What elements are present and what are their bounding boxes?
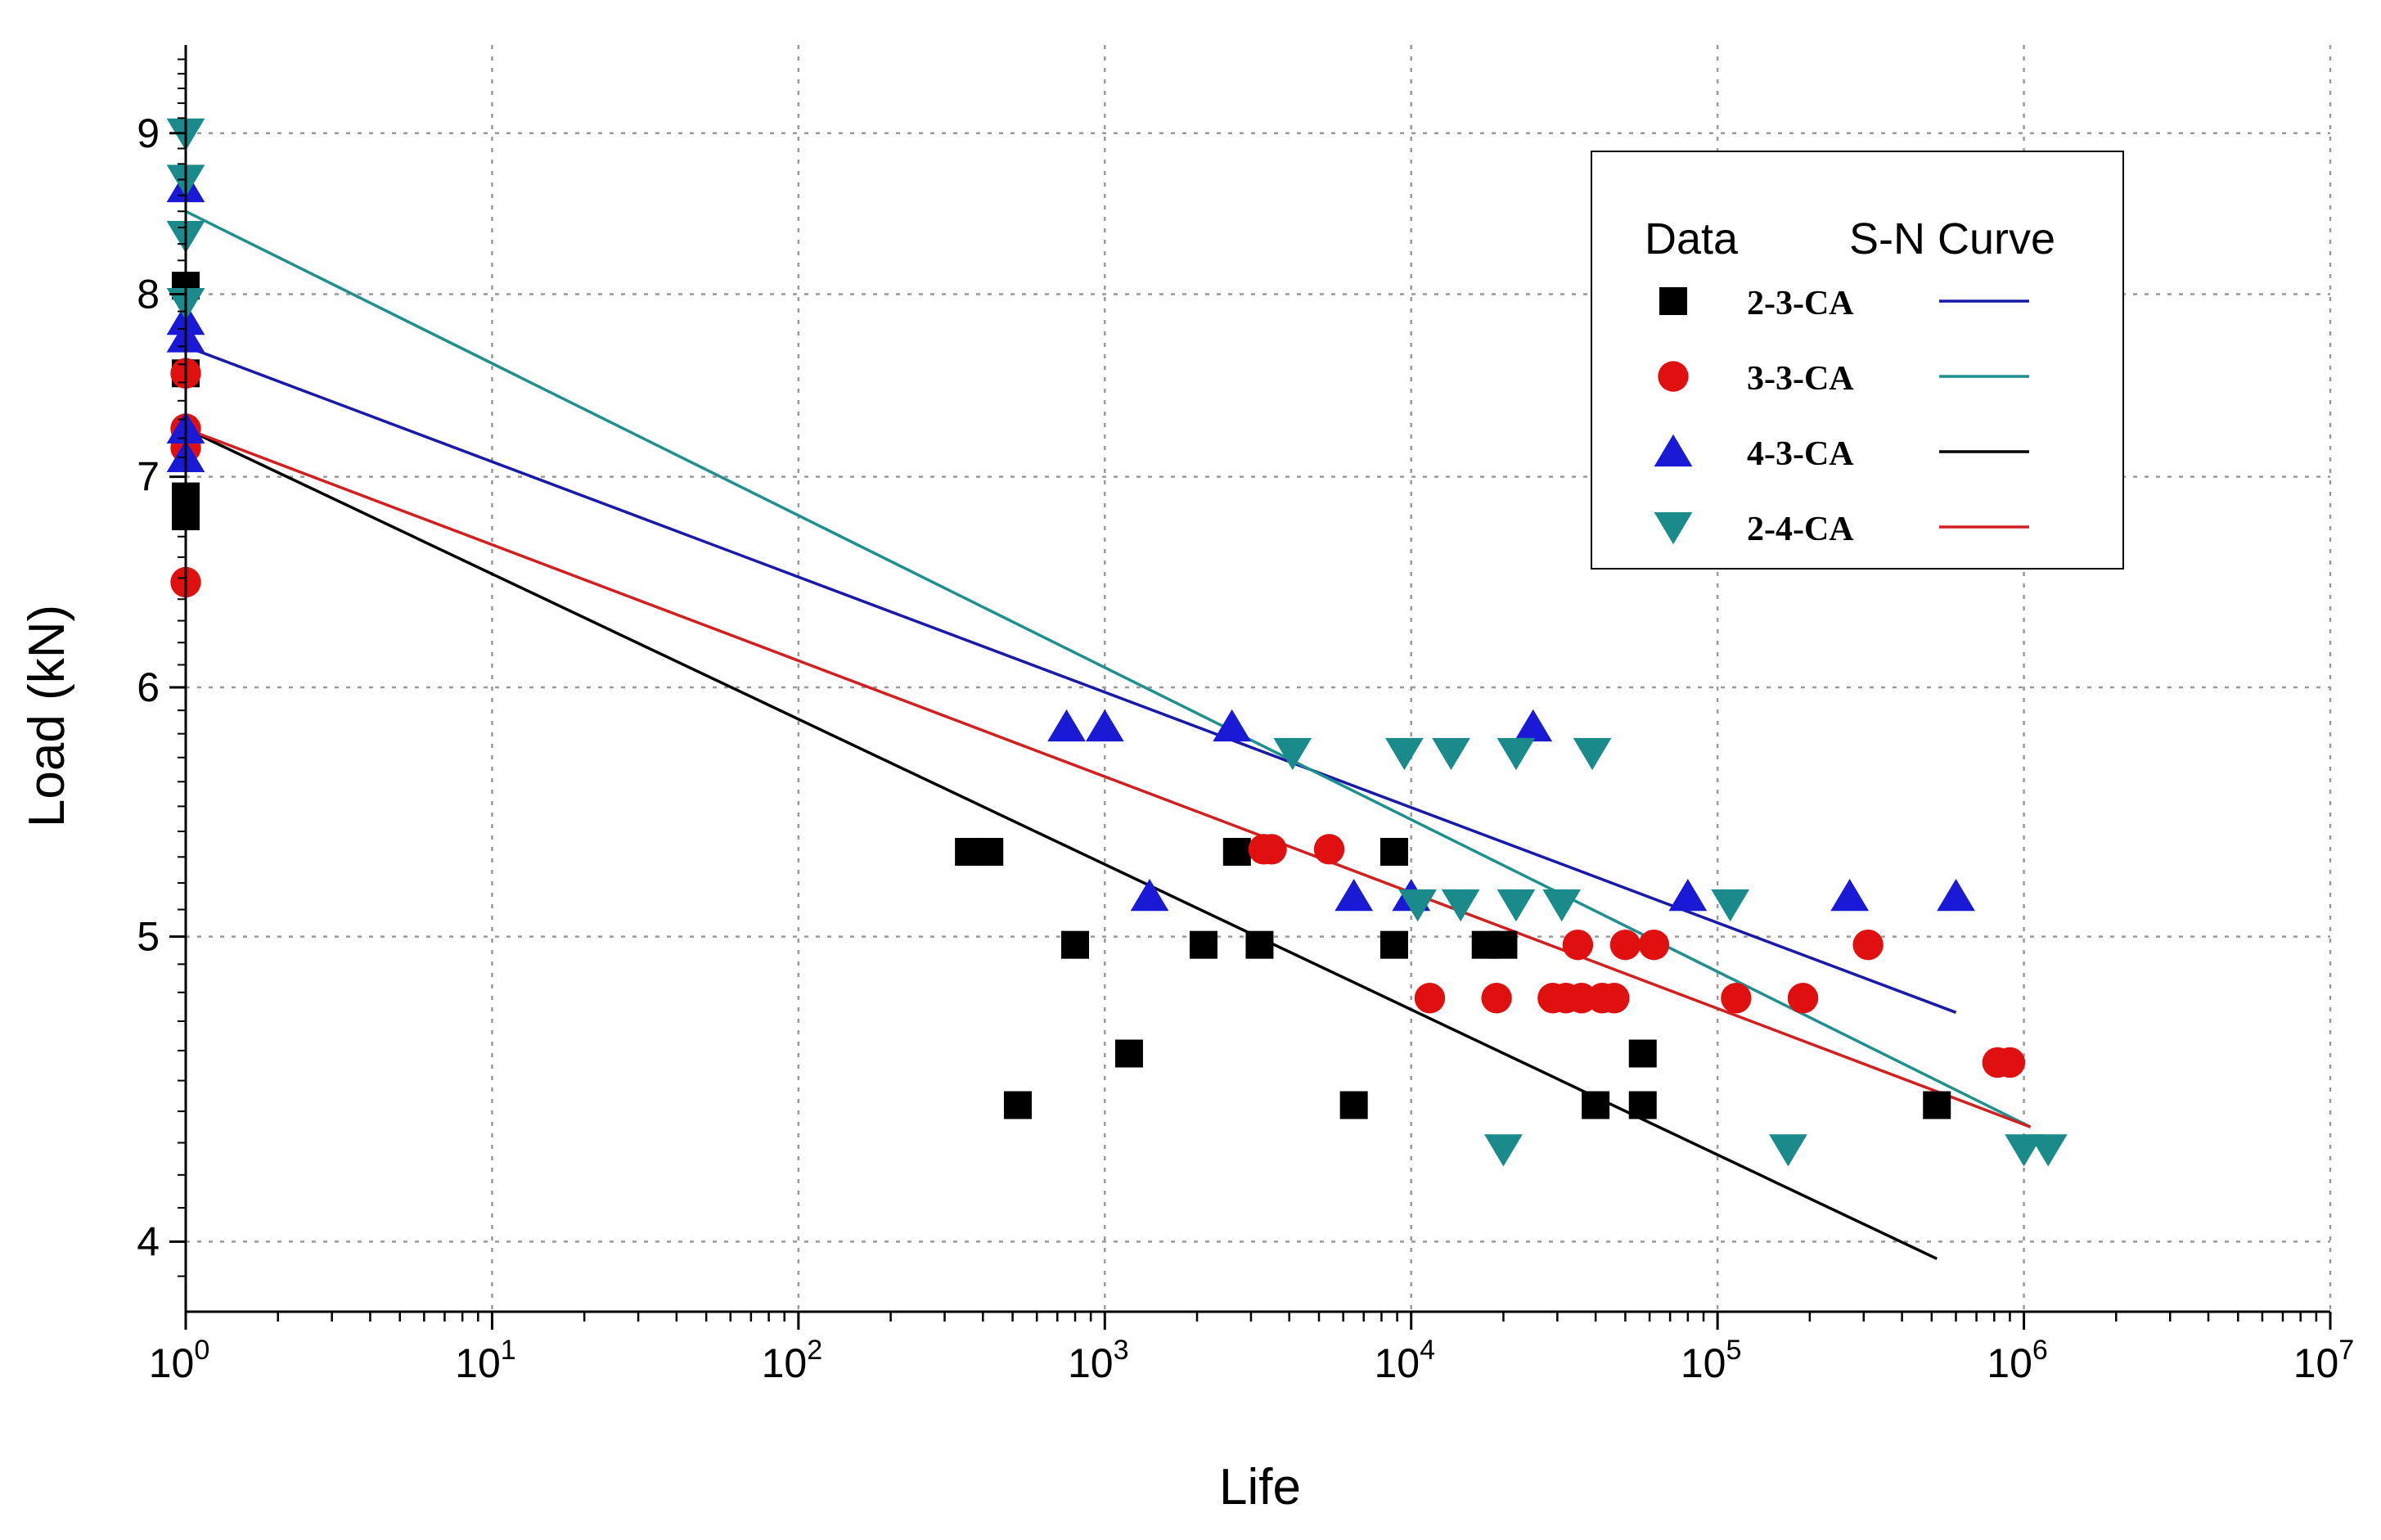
data-point-2-4-ca xyxy=(1497,737,1536,771)
data-point-2-3-ca xyxy=(1189,930,1218,959)
data-point-2-4-ca xyxy=(1441,889,1480,922)
data-point-2-4-ca xyxy=(1573,737,1612,771)
data-point-3-3-ca xyxy=(1787,983,1819,1014)
legend-marker-2-3-ca xyxy=(1659,287,1687,315)
data-point-2-4-ca xyxy=(2028,1134,2068,1167)
sn-curve-4-3-ca xyxy=(185,427,1938,1260)
data-point-2-3-ca xyxy=(975,837,1004,866)
tick-layer: 100 101 102 103 104 105 106 107 4 5 6 7 8 9 xyxy=(137,58,2355,1386)
data-point-2-4-ca xyxy=(1384,737,1424,771)
legend-entries: 2-3-CA 3-3-CA 4-3-CA 2-4-CA xyxy=(1654,285,2029,548)
data-point-2-3-ca xyxy=(1923,1091,1951,1119)
data-point-3-3-ca xyxy=(1852,929,1884,961)
x-tick-label: 106 xyxy=(1987,1335,2048,1386)
data-point-4-3-ca xyxy=(1830,878,1870,912)
y-tick-label: 7 xyxy=(137,454,160,500)
sn-curve-2-3-ca xyxy=(185,344,1957,1014)
data-point-2-4-ca xyxy=(1484,1134,1523,1167)
curve-layer xyxy=(185,209,2032,1260)
x-tick-label: 105 xyxy=(1681,1335,1742,1386)
sn-curve-2-4-ca xyxy=(185,427,2032,1128)
axes-layer xyxy=(184,45,2330,1313)
data-point-2-4-ca xyxy=(2005,1134,2043,1167)
legend-curve-header: S-N Curve xyxy=(1849,214,2055,263)
data-point-3-3-ca xyxy=(1256,834,1287,865)
legend-marker-2-4-ca xyxy=(1654,511,1693,545)
data-point-2-3-ca xyxy=(1339,1091,1368,1119)
legend: Data S-N Curve 2-3-CA 3-3-CA 4-3-CA 2-4-CA xyxy=(1591,151,2124,570)
legend-box xyxy=(1591,151,2124,570)
legend-data-header: Data xyxy=(1645,214,1739,263)
x-tick-label: 103 xyxy=(1068,1335,1129,1386)
data-point-2-4-ca xyxy=(1542,889,1582,922)
data-point-2-4-ca xyxy=(1398,889,1438,922)
grid-layer xyxy=(186,45,2332,1312)
data-point-3-3-ca xyxy=(1481,983,1512,1014)
x-tick-label: 100 xyxy=(149,1335,210,1386)
y-axis-title: Load (kN) xyxy=(19,605,75,827)
data-point-4-3-ca xyxy=(1085,709,1124,742)
data-point-3-3-ca xyxy=(1562,929,1594,961)
x-axis-title: Life xyxy=(1219,1459,1301,1515)
data-point-3-3-ca xyxy=(1994,1047,2026,1078)
data-point-4-3-ca xyxy=(1047,709,1086,742)
data-point-2-3-ca xyxy=(1380,930,1408,959)
data-point-4-3-ca xyxy=(1937,878,1975,912)
data-point-2-3-ca xyxy=(1628,1091,1657,1119)
data-point-2-4-ca xyxy=(1273,737,1312,771)
data-point-4-3-ca xyxy=(1514,709,1553,742)
data-point-2-3-ca xyxy=(1628,1039,1657,1068)
data-point-2-4-ca xyxy=(1769,1134,1807,1167)
data-point-2-3-ca xyxy=(1489,930,1518,959)
data-point-2-3-ca xyxy=(1582,1091,1610,1119)
data-point-3-3-ca xyxy=(1638,929,1670,961)
legend-label-2-3-ca: 2-3-CA xyxy=(1747,285,1854,322)
data-point-3-3-ca xyxy=(1721,983,1752,1014)
y-tick-label: 9 xyxy=(137,110,160,156)
x-tick-label: 102 xyxy=(762,1335,823,1386)
x-tick-label: 101 xyxy=(455,1335,516,1386)
data-point-2-3-ca xyxy=(1114,1039,1143,1068)
y-tick-label: 8 xyxy=(137,272,160,317)
data-point-2-3-ca xyxy=(1060,930,1089,959)
data-point-4-3-ca xyxy=(1668,878,1708,912)
data-point-2-3-ca xyxy=(1222,837,1251,866)
data-point-2-4-ca xyxy=(1711,889,1750,922)
data-point-2-3-ca xyxy=(1003,1091,1032,1119)
x-tick-label: 107 xyxy=(2293,1335,2355,1386)
data-point-3-3-ca xyxy=(1414,983,1446,1014)
data-point-4-3-ca xyxy=(1130,878,1169,912)
y-tick-label: 4 xyxy=(137,1218,160,1264)
data-point-2-3-ca xyxy=(1245,930,1274,959)
data-point-2-4-ca xyxy=(1497,889,1536,922)
y-tick-label: 5 xyxy=(137,914,160,960)
sn-curve-3-3-ca xyxy=(185,209,2032,1128)
legend-label-2-4-ca: 2-4-CA xyxy=(1747,511,1854,548)
x-tick-label: 104 xyxy=(1374,1335,1435,1386)
data-point-4-3-ca xyxy=(1335,878,1374,912)
data-point-3-3-ca xyxy=(1609,929,1641,961)
data-point-4-3-ca xyxy=(1213,709,1252,742)
data-point-2-4-ca xyxy=(1432,737,1470,771)
legend-marker-4-3-ca xyxy=(1654,434,1693,467)
data-point-3-3-ca xyxy=(1599,983,1630,1014)
y-tick-label: 6 xyxy=(137,664,160,710)
data-point-3-3-ca xyxy=(1313,834,1345,865)
legend-label-3-3-ca: 3-3-CA xyxy=(1747,360,1854,398)
legend-label-4-3-ca: 4-3-CA xyxy=(1747,435,1854,473)
data-point-2-3-ca xyxy=(1380,837,1408,866)
legend-marker-3-3-ca xyxy=(1658,361,1689,392)
